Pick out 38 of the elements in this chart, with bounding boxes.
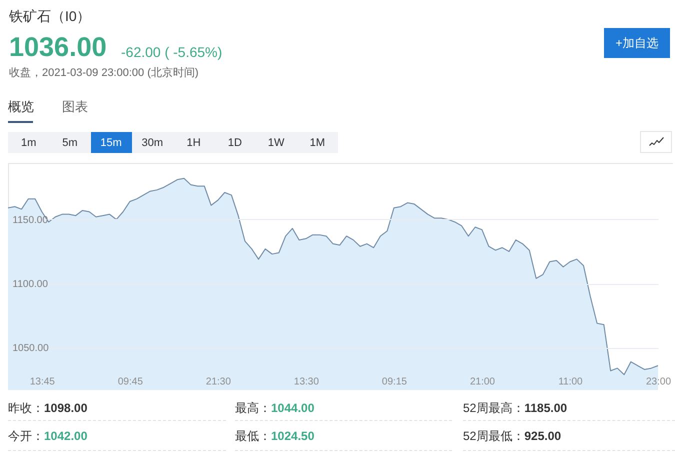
chart-title: 铁矿石（I0） xyxy=(9,8,91,24)
text: 1036.00 xyxy=(9,32,107,62)
y-tick-label: 1100.00 xyxy=(12,279,48,290)
text: 1m xyxy=(8,132,50,153)
text: 1098.00 xyxy=(44,401,88,415)
x-tick-label: 23:00 xyxy=(646,376,672,388)
x-tick-label: 21:30 xyxy=(206,376,232,388)
y-tick-label: 1050.00 xyxy=(12,343,50,354)
x-tick-label: 09:15 xyxy=(382,376,408,388)
y-tick-label: 1150.00 xyxy=(12,214,48,226)
text: 925.00 xyxy=(524,429,562,443)
text: 15m xyxy=(90,132,132,153)
text: 52周最低： xyxy=(463,429,524,443)
text: +加自选 xyxy=(604,28,670,58)
text: 5m xyxy=(49,132,90,153)
x-tick-label: 13:30 xyxy=(294,376,320,388)
text: 概览 xyxy=(8,99,34,114)
x-tick-label: 13:45 xyxy=(30,376,56,388)
x-tick-label: 11:00 xyxy=(558,376,584,388)
text: 昨收： xyxy=(8,401,44,415)
x-tick-label: 21:00 xyxy=(470,376,496,388)
text: 1044.00 xyxy=(271,401,314,415)
text: 1D xyxy=(214,132,256,153)
text: 今开： xyxy=(8,429,44,443)
text: 1M xyxy=(296,132,338,153)
text: 1042.00 xyxy=(44,429,88,443)
text: 52周最高： xyxy=(463,401,524,415)
text: 30m xyxy=(132,132,173,153)
text: 最低： xyxy=(235,429,271,443)
text: 图表 xyxy=(62,99,88,114)
text: 1H xyxy=(173,132,214,153)
text: 最高： xyxy=(235,401,271,415)
text: 收盘，2021-03-09 23:00:00 (北京时间) xyxy=(9,67,199,79)
text: 1024.50 xyxy=(271,429,314,443)
text: 1185.00 xyxy=(524,401,568,415)
text: -62.00 ( -5.65%) xyxy=(121,44,222,60)
x-tick-label: 09:45 xyxy=(118,376,144,388)
text: 1W xyxy=(256,132,297,153)
